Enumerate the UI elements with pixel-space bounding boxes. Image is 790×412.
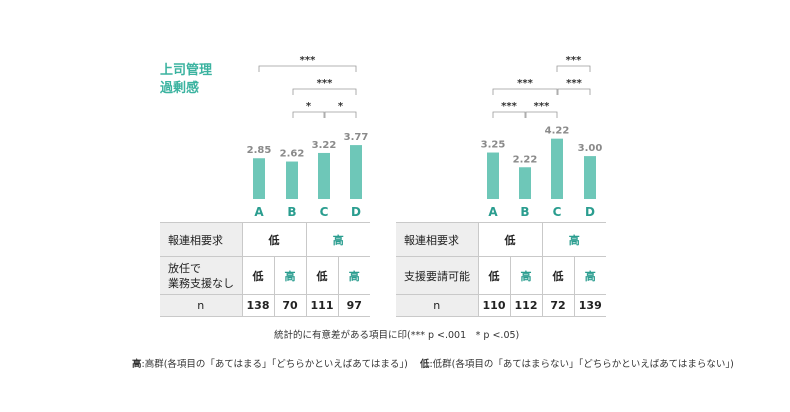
row-label: n [160, 294, 242, 317]
side-title-line-1: 上司管理 [160, 63, 213, 78]
row-label: 報連相要求 [160, 222, 242, 257]
bar [487, 152, 499, 199]
significance-label: * [306, 101, 312, 112]
category-label: C [320, 205, 329, 219]
significance-label: *** [501, 101, 517, 112]
table-cell: 低 [541, 256, 574, 295]
bar [584, 156, 596, 199]
significance-label: *** [566, 78, 582, 89]
significance-label: *** [566, 55, 582, 66]
low-group-cell: 低 [241, 222, 306, 257]
chart-side-title: 上司管理 過剰感 [160, 62, 212, 98]
bar [318, 152, 330, 199]
legend-high-text: :高群(各項目の「あてはまる」「どちらかといえばあてはまる」) [141, 359, 408, 370]
bar-value-label: 2.85 [247, 145, 272, 156]
table-cell: 138 [241, 294, 274, 317]
legend-high-key: 高 [132, 359, 142, 370]
table-cell: 97 [337, 294, 370, 317]
category-label: A [488, 205, 498, 219]
row-label-line-2: 業務支援なし [168, 276, 234, 290]
table-row: 放任で 業務支援なし 低 高 低 高 [160, 256, 370, 295]
significance-bracket [557, 88, 591, 95]
significance-bracket [525, 111, 558, 118]
right-summary-table: 報連相要求 低 高 支援要請可能 低 高 低 高 n 110 112 72 13… [396, 222, 606, 317]
significance-bracket [292, 111, 325, 118]
bar [286, 161, 298, 199]
category-label: C [553, 205, 562, 219]
bar-value-label: 3.00 [578, 143, 603, 154]
legend-low-text: :低群(各項目の「あてはまらない」「どちらかといえばあてはまらない」) [429, 359, 734, 370]
category-label: B [520, 205, 529, 219]
bar-value-label: 2.62 [280, 149, 305, 160]
table-cell: 70 [273, 294, 306, 317]
table-row: 報連相要求 低 高 [396, 222, 606, 257]
table-cell: 110 [477, 294, 510, 317]
significance-bracket [492, 111, 526, 118]
significance-bracket [556, 65, 591, 72]
row-label: 支援要請可能 [396, 256, 478, 295]
table-cell: 低 [305, 256, 338, 295]
significance-label: *** [517, 78, 533, 89]
table-row: 支援要請可能 低 高 低 高 [396, 256, 606, 295]
high-group-cell: 高 [541, 222, 606, 257]
bar-value-label: 3.77 [344, 132, 369, 143]
significance-bracket [492, 88, 558, 95]
table-cell: 112 [509, 294, 542, 317]
significance-footnote: 統計的に有意差がある項目に印(*** p <.001 * p <.05) [274, 330, 520, 341]
table-cell: 72 [541, 294, 574, 317]
row-label: n [396, 294, 478, 317]
category-label: D [351, 205, 361, 219]
significance-label: *** [534, 101, 550, 112]
low-group-cell: 低 [477, 222, 542, 257]
left-summary-table: 報連相要求 低 高 放任で 業務支援なし 低 高 低 高 n 138 70 11… [160, 222, 370, 317]
table-cell: 低 [477, 256, 510, 295]
significance-bracket [258, 65, 357, 72]
category-label: D [585, 205, 595, 219]
row-label: 報連相要求 [396, 222, 478, 257]
table-row: 報連相要求 低 高 [160, 222, 370, 257]
row-label-line-1: 放任で [168, 261, 201, 275]
high-group-cell: 高 [305, 222, 370, 257]
table-cell: 高 [509, 256, 542, 295]
table-cell: 低 [241, 256, 274, 295]
bar [253, 158, 265, 199]
significance-label: *** [300, 55, 316, 66]
significance-bracket [292, 88, 357, 95]
bar-value-label: 2.22 [513, 154, 538, 165]
table-row: n 138 70 111 97 [160, 294, 370, 317]
category-label: B [287, 205, 296, 219]
table-cell: 111 [305, 294, 338, 317]
table-cell: 高 [573, 256, 606, 295]
category-label: A [254, 205, 264, 219]
bar-value-label: 4.22 [545, 126, 570, 137]
row-label: 放任で 業務支援なし [160, 256, 242, 295]
table-cell: 高 [337, 256, 370, 295]
table-cell: 高 [273, 256, 306, 295]
bar [519, 167, 531, 199]
bar-value-label: 3.22 [312, 140, 337, 151]
table-cell: 139 [573, 294, 606, 317]
bar [551, 138, 563, 199]
bar-value-label: 3.25 [481, 140, 506, 151]
group-legend: 高:高群(各項目の「あてはまる」「どちらかといえばあてはまる」) 低:低群(各項… [132, 356, 734, 370]
significance-bracket [324, 111, 357, 118]
legend-low-key: 低 [419, 359, 430, 370]
side-title-line-2: 過剰感 [160, 81, 200, 96]
significance-label: * [338, 101, 344, 112]
bar [350, 145, 362, 199]
table-row: n 110 112 72 139 [396, 294, 606, 317]
significance-label: *** [317, 78, 333, 89]
